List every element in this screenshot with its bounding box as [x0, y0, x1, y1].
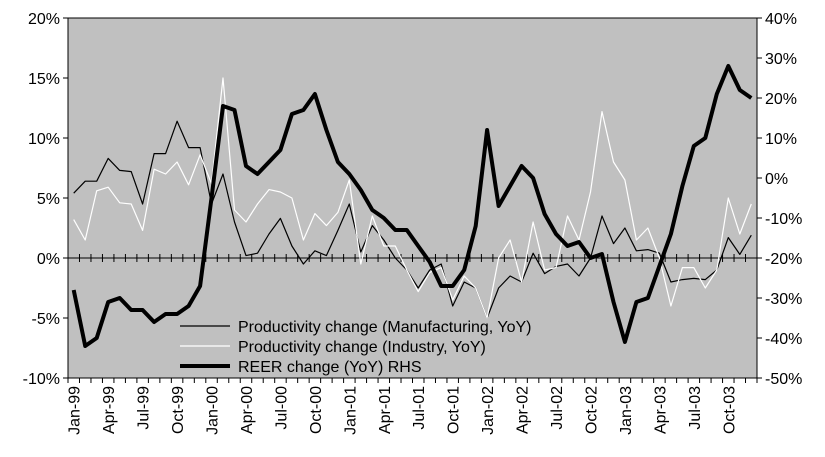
y2-tick-label: -10%: [765, 211, 802, 228]
y-tick-label: 10%: [28, 131, 60, 148]
legend-label: Productivity change (Industry, YoY): [238, 339, 486, 356]
y2-tick-label: -20%: [765, 251, 802, 268]
y-tick-label: -5%: [32, 311, 60, 328]
plot-area: [67, 17, 758, 379]
x-tick-label: Jul-02: [549, 386, 566, 430]
x-tick-label: Apr-02: [515, 386, 532, 434]
x-tick-label: Jul-99: [136, 386, 153, 430]
x-tick-label: Jan-02: [480, 386, 497, 435]
x-tick-label: Oct-00: [308, 386, 325, 434]
x-tick-label: Jan-01: [342, 386, 359, 435]
x-tick-label: Apr-00: [239, 386, 256, 434]
y2-tick-label: -50%: [765, 371, 802, 388]
series-line: [73, 77, 752, 319]
x-tick-label: Apr-99: [101, 386, 118, 434]
y2-tick-label: 20%: [765, 91, 797, 108]
y2-tick-label: 10%: [765, 131, 797, 148]
x-tick-label: Oct-99: [170, 386, 187, 434]
x-tick-label: Oct-01: [446, 386, 463, 434]
x-tick-label: Jan-03: [618, 386, 635, 435]
y-tick-label: 15%: [28, 71, 60, 88]
series-line: [71, 64, 753, 348]
x-tick-label: Apr-03: [652, 386, 669, 434]
y-tick-label: 0%: [37, 251, 60, 268]
y-tick-label: 5%: [37, 191, 60, 208]
legend-label: REER change (YoY) RHS: [238, 359, 422, 376]
legend-label: Productivity change (Manufacturing, YoY): [238, 319, 532, 336]
x-tick-label: Jul-00: [273, 386, 290, 430]
x-tick-label: Jan-99: [67, 386, 84, 435]
y2-tick-label: 30%: [765, 51, 797, 68]
x-tick-label: Oct-03: [721, 386, 738, 434]
x-tick-label: Jan-00: [205, 386, 222, 435]
y2-tick-label: -30%: [765, 291, 802, 308]
x-tick-label: Jul-01: [411, 386, 428, 430]
x-tick-label: Oct-02: [583, 386, 600, 434]
y2-tick-label: 0%: [765, 171, 788, 188]
y2-tick-label: -40%: [765, 331, 802, 348]
y2-tick-label: 40%: [765, 11, 797, 28]
series-line: [73, 120, 752, 319]
x-tick-label: Apr-01: [377, 386, 394, 434]
y-tick-label: -10%: [23, 371, 60, 388]
y-tick-label: 20%: [28, 11, 60, 28]
x-tick-label: Jul-03: [687, 386, 704, 430]
